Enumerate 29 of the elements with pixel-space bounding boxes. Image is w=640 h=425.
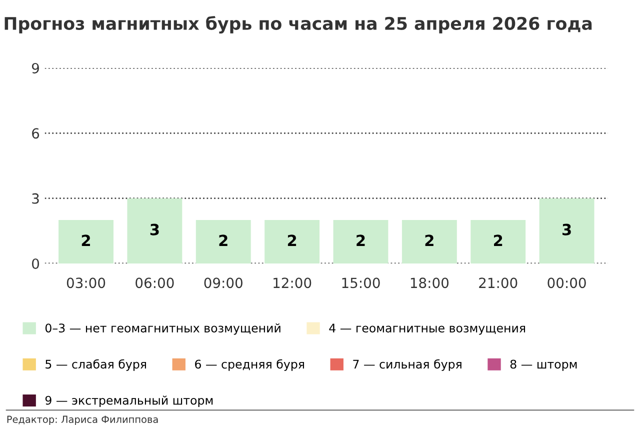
x-tick-label: 09:00 xyxy=(204,278,242,288)
x-tick-label: 18:00 xyxy=(410,278,449,288)
legend-label: 8 — шторм xyxy=(510,360,577,371)
y-tick-label: 6 xyxy=(32,128,40,139)
data-label: 2 xyxy=(494,234,502,246)
data-label: 2 xyxy=(219,234,228,246)
x-tick-label: 12:00 xyxy=(274,278,312,288)
x-tick-label: 15:00 xyxy=(342,278,380,288)
legend-label: 4 — геомагнитные возмущения xyxy=(329,324,526,335)
legend-label: 5 — слабая буря xyxy=(46,359,146,371)
data-label: 2 xyxy=(288,234,296,246)
y-tick-label: 9 xyxy=(32,62,39,74)
data-label: 2 xyxy=(82,234,90,246)
text: Редактор: Лариса Филиппова xyxy=(7,416,158,425)
y-tick-label: 3 xyxy=(32,193,39,204)
data-label: 2 xyxy=(356,234,365,246)
legend-label: 6 — средняя буря xyxy=(195,359,304,371)
legend-label: 9 — экстремальный шторм xyxy=(45,396,213,408)
data-label: 3 xyxy=(150,224,159,236)
legend-label: 0–3 — нет геомагнитных возмущений xyxy=(45,323,280,335)
data-label: 3 xyxy=(562,224,571,236)
x-tick-label: 21:00 xyxy=(479,278,518,288)
chart-title: Прогноз магнитных бурь по часам на 25 апреля 2026 года xyxy=(4,16,592,34)
data-label: 2 xyxy=(425,234,434,246)
x-tick-label: 00:00 xyxy=(548,278,586,288)
x-tick-label: 06:00 xyxy=(136,278,174,288)
legend-label: 7 — сильная буря xyxy=(353,359,462,371)
y-tick-label: 0 xyxy=(32,258,40,269)
x-tick-label: 03:00 xyxy=(66,278,106,288)
